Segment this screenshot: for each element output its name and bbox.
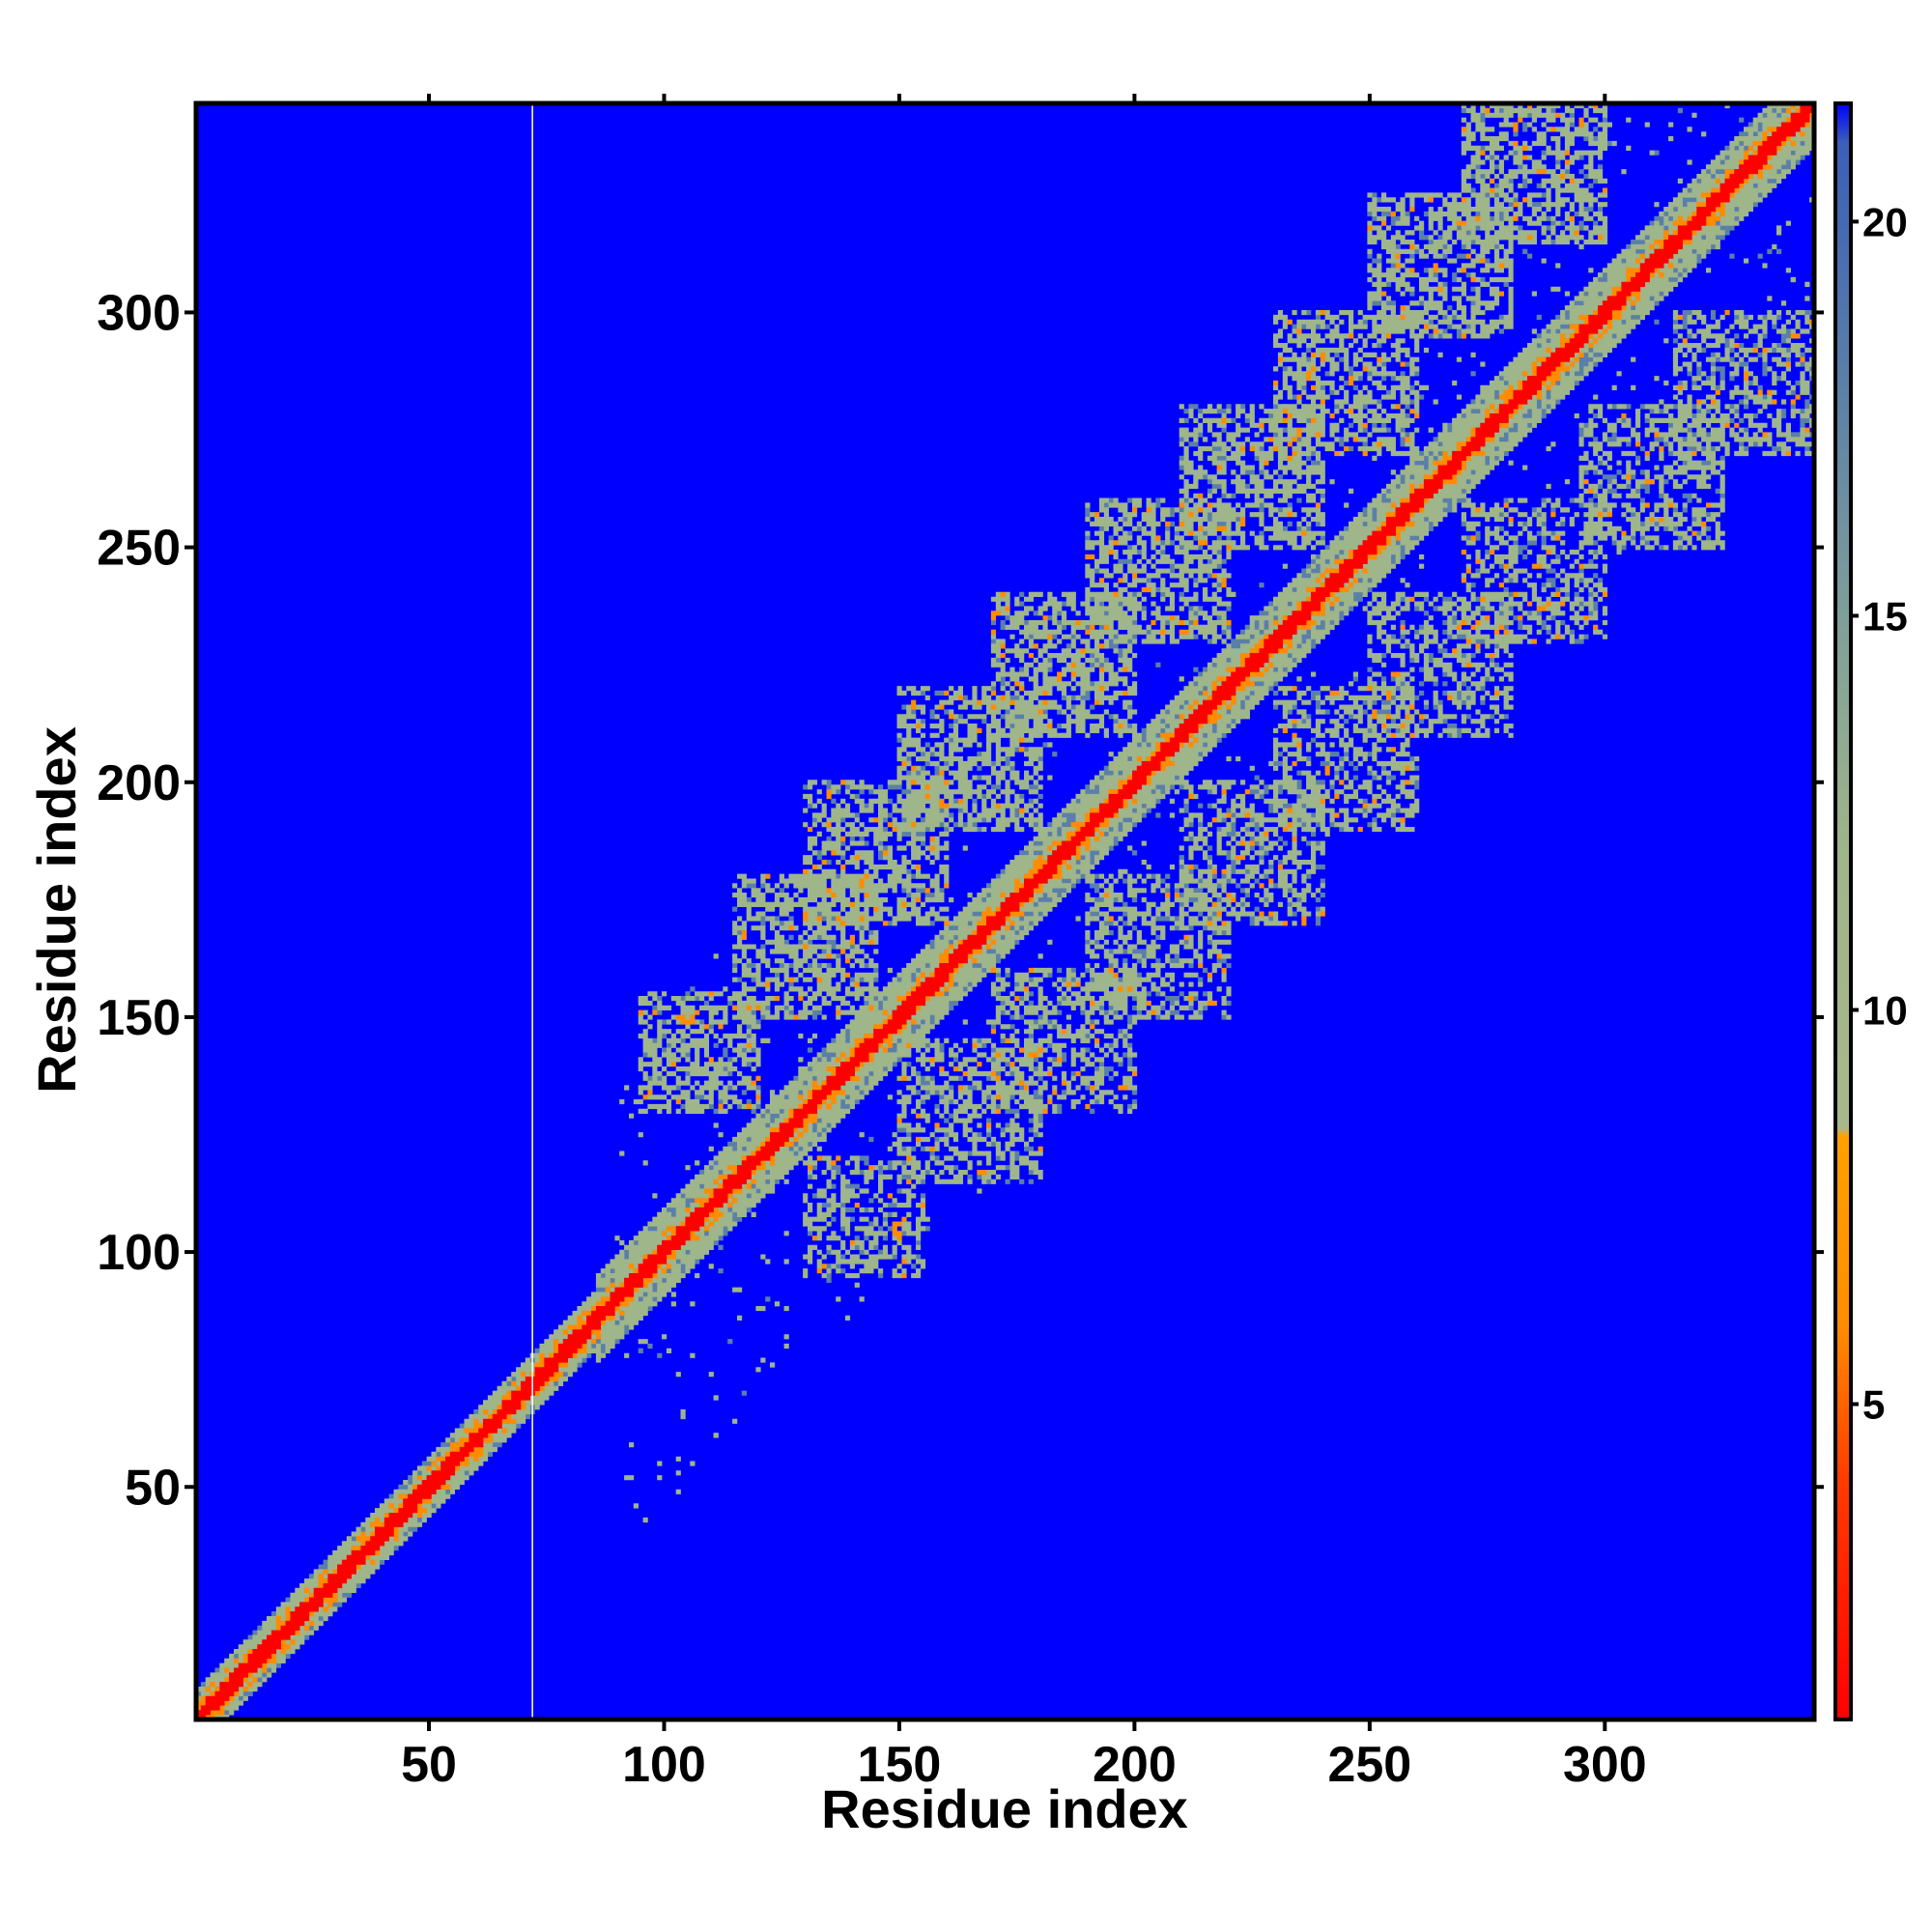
heatmap-cells-very-close [196, 103, 1815, 1720]
y-tick-label: 200 [97, 755, 181, 811]
heatmap-plot-area [196, 103, 1815, 1720]
x-tick-label: 300 [1563, 1737, 1647, 1793]
x-tick-label: 250 [1327, 1737, 1411, 1793]
y-axis-label: Residue index [26, 726, 87, 1094]
x-axis-label: Residue index [821, 1778, 1188, 1839]
colorbar-tick-label: 10 [1862, 988, 1908, 1034]
plot-frame [193, 100, 1817, 1722]
y-tick-label: 100 [97, 1225, 181, 1281]
y-tick-label: 150 [97, 990, 181, 1046]
x-tick-label: 50 [401, 1737, 457, 1793]
x-tick-label: 100 [622, 1737, 706, 1793]
colorbar-gradient [1833, 101, 1853, 1721]
x-tick-label: 150 [858, 1737, 942, 1793]
axes: 50 100 150 200 250 300 50 100 150 200 250 300 [97, 94, 1824, 1793]
y-tick-label: 250 [97, 521, 181, 577]
colorbar-tick-label: 20 [1862, 199, 1908, 244]
x-tick-label: 200 [1093, 1737, 1177, 1793]
colorbar-tick-label: 5 [1862, 1382, 1885, 1428]
y-tick-label: 300 [97, 285, 181, 341]
colorbar: 5 10 15 20 [1833, 101, 1908, 1721]
colorbar-tick-label: 15 [1862, 593, 1908, 639]
y-tick-label: 50 [125, 1460, 181, 1516]
